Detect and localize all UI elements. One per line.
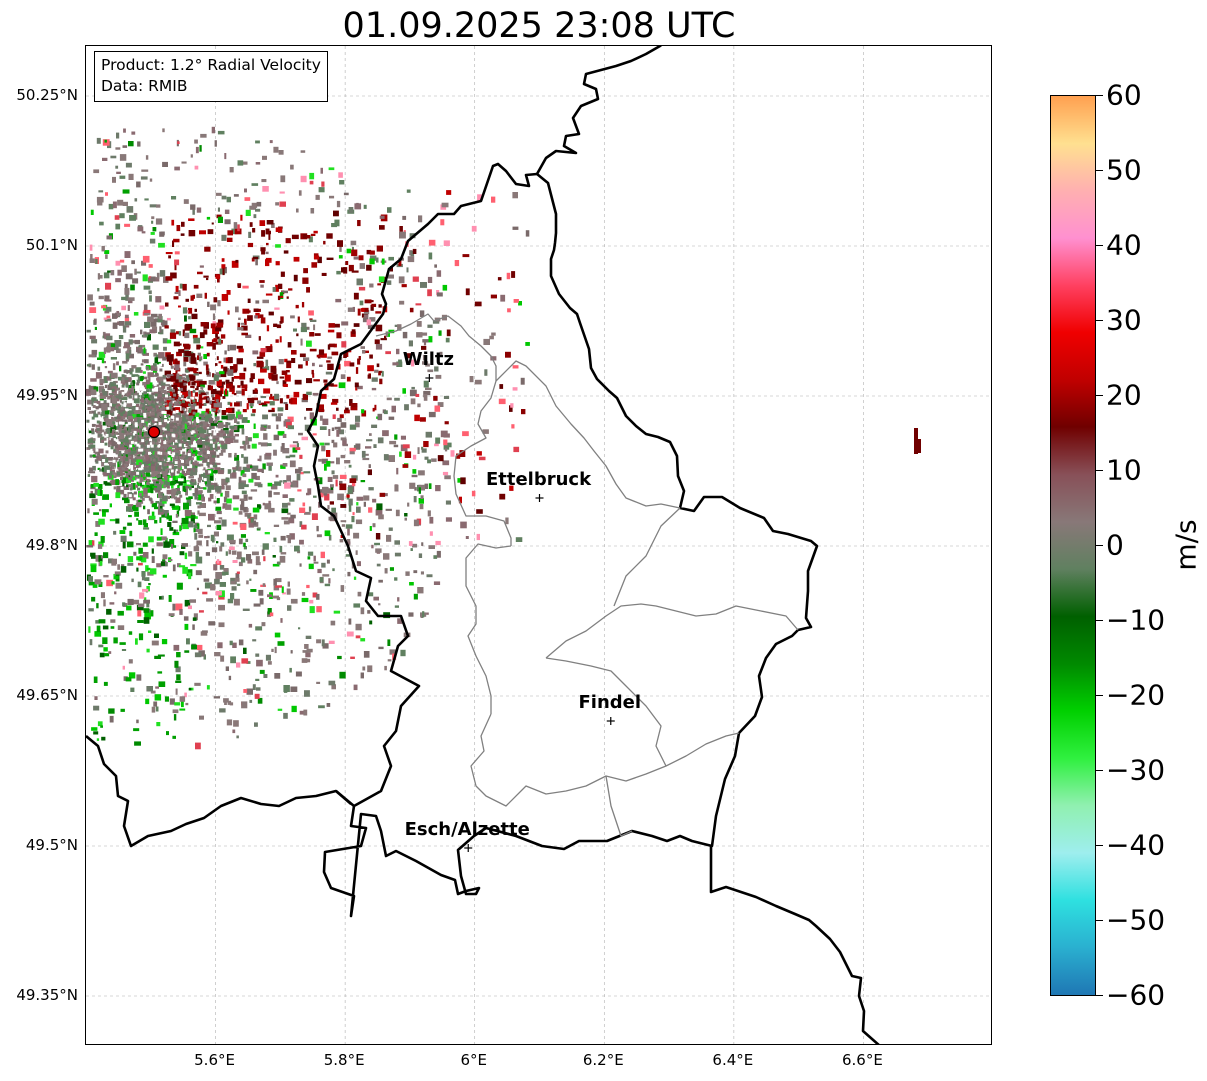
city-markers [425,374,615,852]
longitude-label: 6.4°E [712,1051,754,1069]
product-info-box: Product: 1.2° Radial Velocity Data: RMIB [94,51,328,102]
colorbar-tick-mark [1096,245,1103,246]
germany-belgium-border-north [535,46,663,175]
colorbar-tick-label: −50 [1106,903,1166,937]
latitude-label: 49.8°N [25,536,78,554]
latitude-label: 50.1°N [25,236,78,254]
country-borders [86,46,880,1044]
latitude-label: 50.25°N [16,86,78,104]
city-label: Ettelbruck [485,469,592,490]
city-marker [464,844,473,852]
product-label: Product: 1.2° Radial Velocity [101,56,321,74]
canton-border-center [465,543,512,714]
longitude-label: 6°E [460,1051,487,1069]
colorbar-tick-label: 50 [1106,153,1142,187]
colorbar-tick-mark [1096,95,1103,96]
colorbar-tick-label: −40 [1106,828,1166,862]
latitude-label: 49.5°N [25,836,78,854]
colorbar-tick-mark [1096,620,1103,621]
city-marker [425,374,434,382]
colorbar-tick-mark [1096,170,1103,171]
latitude-label: 49.65°N [16,686,78,704]
radar-site-marker [147,425,161,439]
canton-border-west [453,380,512,546]
grid-lines [86,46,991,1044]
canton-borders [375,313,799,837]
longitude-label: 6.6°E [842,1051,883,1069]
canton-border-south [470,657,667,807]
colorbar-tick-mark [1096,845,1103,846]
colorbar-tick-label: 0 [1106,528,1124,562]
canton-border-south-west [605,775,633,837]
city-marker [606,717,615,725]
city-label: Findel [578,692,642,713]
map-canvas [86,46,991,1044]
colorbar-tick-mark [1096,995,1103,996]
colorbar-tick-label: −30 [1106,753,1166,787]
page-title: 01.09.2025 23:08 UTC [342,6,736,46]
colorbar-unit-label: m/s [1169,519,1203,571]
colorbar-tick-label: −10 [1106,603,1166,637]
belgium-france-border [86,735,355,848]
colorbar-tick-label: −60 [1106,978,1166,1012]
canton-border-mid [495,360,681,509]
city-label: Wiltz [402,349,454,370]
colorbar-tick-mark [1096,695,1103,696]
canton-border-north-east [613,507,681,607]
radar-echoes [86,126,530,750]
colorbar-tick-mark [1096,470,1103,471]
colorbar-tick-mark [1096,395,1103,396]
colorbar-tick-mark [1096,770,1103,771]
longitude-label: 6.2°E [582,1051,624,1069]
city-label: Esch/Alzette [404,819,530,840]
colorbar-tick-label: −20 [1106,678,1166,712]
colorbar-tick-label: 10 [1106,453,1142,487]
longitude-label: 5.6°E [194,1051,235,1069]
canton-border-east [545,603,799,659]
luxembourg-border [306,162,819,918]
canton-border-capital [665,732,740,767]
latitude-label: 49.35°N [16,986,78,1004]
colorbar-tick-label: 40 [1106,228,1142,262]
velocity-colorbar [1050,95,1096,996]
colorbar-tick-label: 30 [1106,303,1142,337]
colorbar-tick-mark [1096,920,1103,921]
colorbar-tick-label: 60 [1106,78,1142,112]
isolated-echo [914,428,921,454]
belgium-luxembourg-west [335,790,352,805]
longitude-label: 5.8°E [323,1051,365,1069]
map-view[interactable] [85,45,992,1045]
colorbar-tick-mark [1096,545,1103,546]
colorbar-tick-label: 20 [1106,378,1142,412]
germany-france-border-east [709,846,880,1044]
canton-border-north [375,313,497,381]
data-source-label: Data: RMIB [101,77,188,95]
colorbar-tick-mark [1096,320,1103,321]
city-marker [535,494,544,502]
latitude-label: 49.95°N [16,386,78,404]
